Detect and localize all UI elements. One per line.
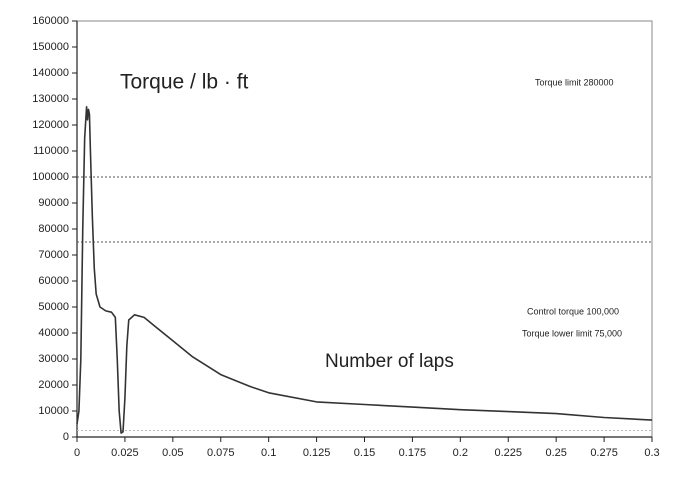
y-tick-label: 140000: [32, 67, 69, 79]
y-tick-label: 20000: [38, 379, 69, 391]
y-tick-label: 110000: [33, 145, 69, 157]
annotation: Torque lower limit 75,000: [522, 328, 622, 338]
x-tick-label: 0.2: [453, 447, 468, 459]
x-tick-label: 0.125: [303, 447, 331, 459]
x-tick-label: 0.25: [545, 447, 566, 459]
x-tick-label: 0.1: [261, 447, 276, 459]
y-tick-label: 50000: [38, 301, 69, 313]
y-tick-label: 80000: [38, 223, 69, 235]
y-tick-label: 90000: [38, 197, 69, 209]
x-tick-label: 0.225: [494, 447, 522, 459]
y-tick-label: 0: [63, 431, 69, 443]
y-tick-label: 120000: [32, 119, 69, 131]
x-tick-label: 0.175: [399, 447, 427, 459]
y-tick-label: 60000: [38, 275, 69, 287]
y-tick-label: 30000: [38, 353, 69, 365]
chart-title: Torque / lb · ft: [120, 71, 249, 94]
y-tick-label: 40000: [38, 327, 69, 339]
annotation: Control torque 100,000: [527, 306, 619, 316]
y-tick-label: 150000: [32, 41, 69, 53]
x-axis-label: Number of laps: [325, 351, 454, 372]
y-tick-label: 100000: [32, 171, 69, 183]
data-line: [76, 106, 653, 434]
x-tick-label: 0.275: [590, 447, 618, 459]
annotation: Torque limit 280000: [535, 77, 614, 87]
y-tick-label: 160000: [32, 15, 69, 27]
y-tick-label: 130000: [32, 93, 69, 105]
y-tick-label: 70000: [38, 249, 69, 261]
x-tick-label: 0.15: [354, 447, 375, 459]
x-tick-label: 0.05: [162, 447, 183, 459]
x-tick-label: 0.025: [111, 447, 139, 459]
x-tick-label: 0.3: [644, 447, 659, 459]
y-tick-label: 10000: [38, 405, 69, 417]
x-tick-label: 0: [74, 447, 80, 459]
x-tick-label: 0.075: [207, 447, 235, 459]
